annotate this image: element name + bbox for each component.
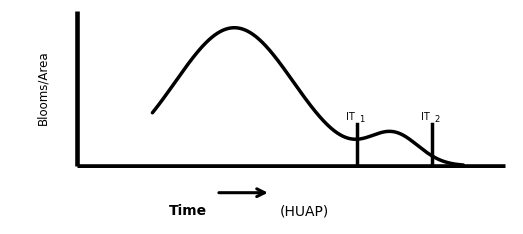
Text: 2: 2	[435, 115, 440, 124]
Text: IT: IT	[346, 112, 355, 121]
Text: 1: 1	[359, 115, 365, 124]
Text: IT: IT	[421, 112, 430, 121]
Y-axis label: Blooms/Area: Blooms/Area	[37, 51, 50, 125]
Text: (HUAP): (HUAP)	[280, 204, 329, 218]
Text: Time: Time	[169, 204, 207, 218]
